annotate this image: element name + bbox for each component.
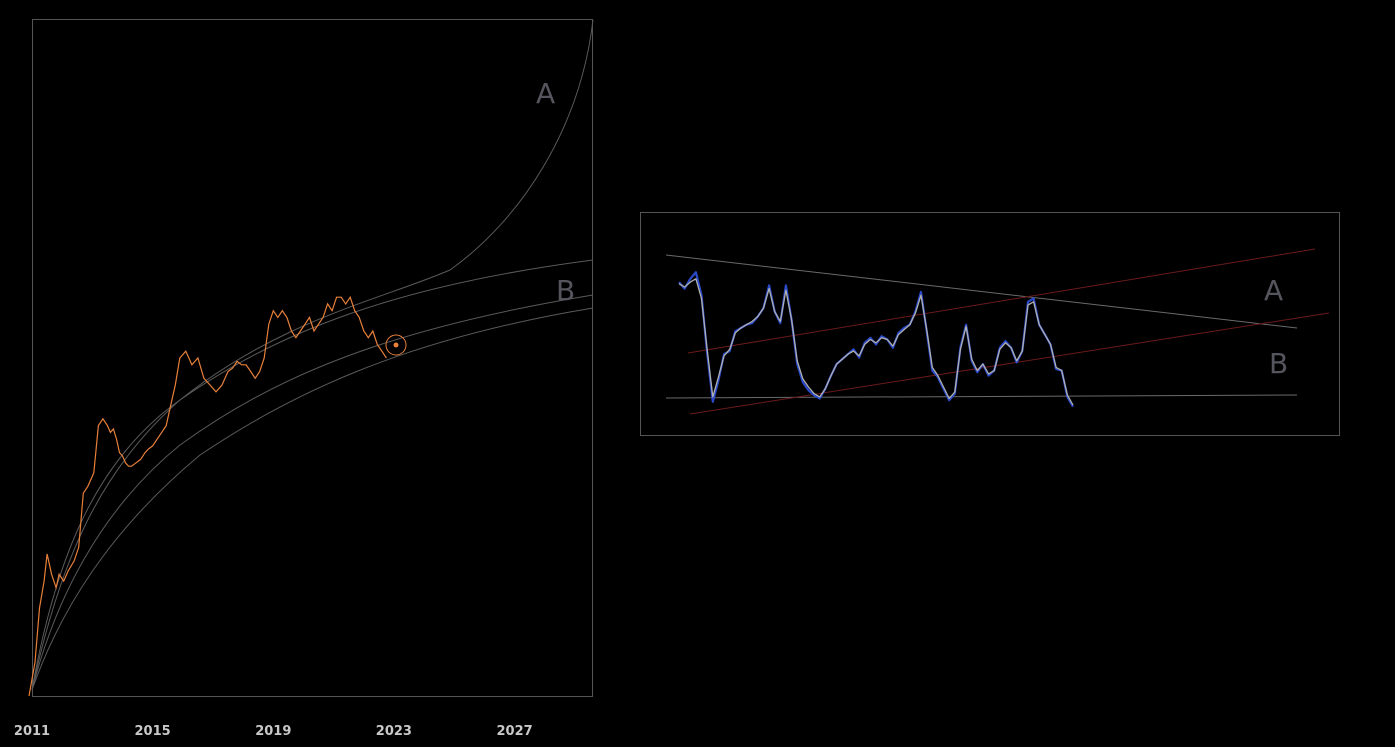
- price-series: [28, 295, 387, 697]
- zone-label-a-right: A: [1264, 274, 1283, 307]
- band-curve-middle: [31, 294, 594, 691]
- band-curve-a: [31, 19, 594, 691]
- current-price-dot: [393, 342, 399, 348]
- x-tick-label: 2015: [135, 724, 171, 739]
- oscillator-chart: A B: [640, 212, 1340, 436]
- growth-chart-frame: [32, 19, 593, 697]
- channel-line-a: [687, 248, 1316, 354]
- growth-chart: A B 2011 2015 2019 2023 2027: [14, 19, 594, 739]
- band-curve-lower: [31, 307, 594, 691]
- price-line-0: [28, 295, 387, 697]
- band-curve-upper: [31, 259, 594, 691]
- oscillator-line-blue: [678, 271, 1074, 408]
- oscillator-series: [678, 271, 1074, 408]
- oscillator-frame: [640, 212, 1340, 436]
- zone-label-b-right: B: [1269, 347, 1288, 380]
- channel-line-b: [689, 312, 1330, 415]
- x-axis-ticks: 2011 2015 2019 2023 2027: [14, 724, 533, 739]
- upper-trendline: [665, 254, 1298, 329]
- current-price-ring: [385, 334, 407, 356]
- zone-label-b-left: B: [556, 274, 575, 307]
- zone-label-a-left: A: [536, 77, 555, 110]
- x-tick-label: 2027: [497, 724, 533, 739]
- oscillator-line-gray: [678, 278, 1074, 406]
- lower-trendline: [665, 394, 1298, 399]
- x-tick-label: 2011: [14, 724, 50, 739]
- x-tick-label: 2019: [255, 724, 291, 739]
- x-tick-label: 2023: [376, 724, 412, 739]
